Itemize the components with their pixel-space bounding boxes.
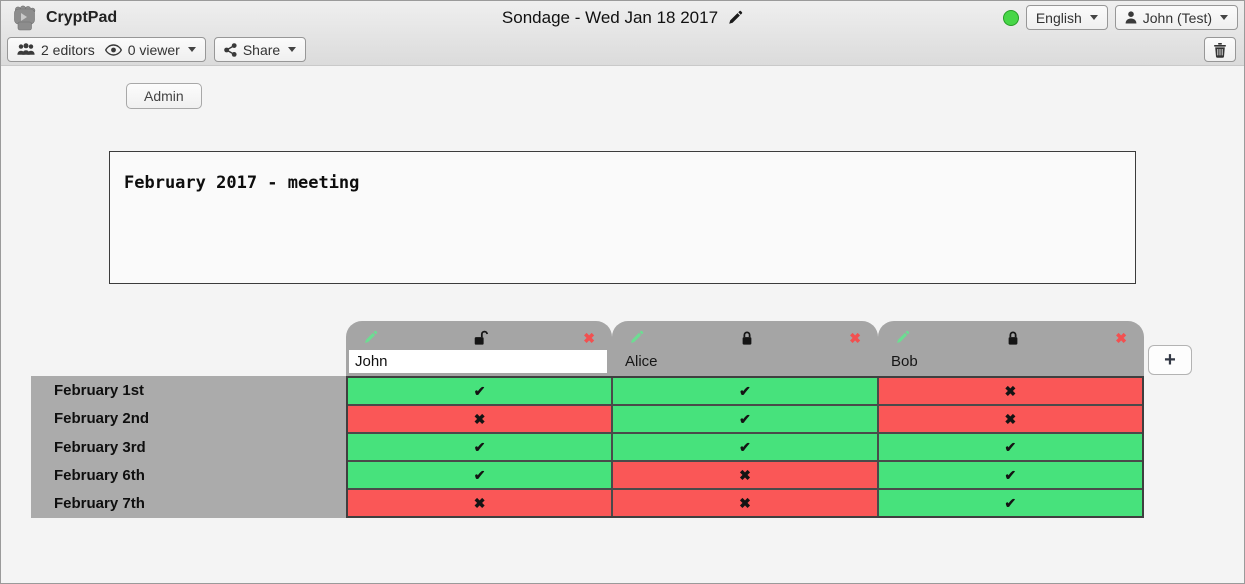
column-name: Alice	[625, 353, 658, 370]
vote-cell[interactable]: ✔	[613, 406, 877, 432]
user-menu-dropdown[interactable]: John (Test)	[1114, 5, 1238, 30]
poll-body: February 1st February 2nd February 3rd Febr…	[31, 376, 1191, 518]
vote-cell[interactable]: ✖	[348, 490, 612, 516]
row-label: February 1st	[54, 381, 145, 399]
cryptpad-fist-logo-icon	[11, 4, 38, 32]
vote-cell[interactable]: ✔	[613, 434, 877, 460]
brand[interactable]: CryptPad	[11, 4, 117, 32]
user-icon	[1125, 11, 1137, 24]
edit-column-pencil-icon[interactable]	[363, 330, 378, 345]
poll-column-tab: ✖	[346, 321, 612, 376]
toolbar-actions-row: 2 editors 0 viewer Share	[1, 34, 1244, 66]
edit-column-pencil-icon[interactable]	[629, 330, 644, 345]
row-label: February 2nd	[54, 410, 150, 428]
vote-cell[interactable]: ✖	[613, 462, 877, 488]
edit-title-pencil-icon[interactable]	[727, 10, 743, 26]
connection-status-dot	[1002, 9, 1019, 26]
row-label: February 3rd	[54, 438, 146, 456]
viewers-count-label: 0 viewer	[127, 41, 180, 58]
column-name: Bob	[891, 353, 918, 370]
remove-column-icon[interactable]: ✖	[1115, 329, 1127, 346]
viewers-eye-icon	[104, 43, 122, 56]
lock-icon[interactable]	[740, 330, 754, 346]
edit-column-pencil-icon[interactable]	[895, 330, 910, 345]
language-dropdown[interactable]: English	[1025, 5, 1108, 30]
vote-cell[interactable]: ✔	[348, 434, 612, 460]
add-column-button[interactable]: +	[1148, 345, 1192, 375]
share-button[interactable]: Share	[213, 37, 307, 62]
vote-cell[interactable]: ✔	[878, 462, 1142, 488]
vote-cell[interactable]: ✔	[348, 378, 612, 404]
toolbar: CryptPad Sondage - Wed Jan 18 2017 Engli…	[1, 1, 1244, 66]
userlist-button[interactable]: 2 editors 0 viewer	[7, 37, 206, 62]
toolbar-title-row: CryptPad Sondage - Wed Jan 18 2017 Engli…	[1, 1, 1244, 34]
admin-button[interactable]: Admin	[126, 83, 202, 109]
vote-cell[interactable]: ✖	[613, 490, 877, 516]
trash-button[interactable]	[1204, 37, 1236, 62]
column-name-row: Bob	[878, 347, 1144, 376]
trash-icon	[1213, 42, 1227, 58]
vote-cell[interactable]: ✔	[613, 378, 877, 404]
vote-cell[interactable]: ✔	[878, 434, 1142, 460]
poll-description-textarea[interactable]	[109, 151, 1136, 284]
vote-cell[interactable]: ✔	[878, 490, 1142, 516]
remove-column-icon[interactable]: ✖	[849, 329, 861, 346]
editors-count-label: 2 editors	[41, 41, 95, 58]
unlock-icon[interactable]	[472, 330, 489, 346]
row-label: February 7th	[54, 495, 145, 513]
vote-cell[interactable]: ✖	[348, 406, 612, 432]
row-label: February 6th	[54, 466, 145, 484]
column-tab-icons: ✖	[878, 321, 1144, 347]
username-label: John (Test)	[1142, 9, 1212, 26]
poll-column-tab: ✖ Alice	[612, 321, 878, 376]
share-label: Share	[242, 41, 281, 58]
column-tab-icons: ✖	[612, 321, 878, 347]
poll-row-labels: February 1st February 2nd February 3rd Febr…	[31, 376, 346, 518]
vote-cell[interactable]: ✖	[878, 406, 1142, 432]
share-icon	[224, 42, 237, 57]
editors-group-icon	[17, 43, 35, 56]
poll-column-tabs: ✖ ✖ Alice ✖ Bob	[346, 321, 1191, 376]
column-name-row	[346, 347, 612, 376]
chevron-down-icon	[187, 47, 196, 52]
toolbar-right: English John (Test)	[1002, 5, 1238, 30]
remove-column-icon[interactable]: ✖	[583, 329, 595, 346]
column-tab-icons: ✖	[346, 321, 612, 347]
document-title: Sondage - Wed Jan 18 2017	[501, 7, 719, 27]
poll-column-tab: ✖ Bob	[878, 321, 1144, 376]
chevron-down-icon	[1089, 15, 1098, 20]
vote-cell[interactable]: ✖	[878, 378, 1142, 404]
lock-icon[interactable]	[1006, 330, 1020, 346]
column-name-input[interactable]	[349, 350, 607, 373]
chevron-down-icon	[288, 47, 297, 52]
language-label: English	[1035, 9, 1082, 26]
chevron-down-icon	[1220, 15, 1228, 20]
poll-votes-grid: ✔ ✔ ✖ ✖ ✔ ✖ ✔ ✔ ✔ ✔ ✖ ✔ ✖ ✖ ✔	[346, 376, 1144, 518]
vote-cell[interactable]: ✔	[348, 462, 612, 488]
app-name: CryptPad	[46, 8, 118, 26]
column-name-row: Alice	[612, 347, 878, 376]
